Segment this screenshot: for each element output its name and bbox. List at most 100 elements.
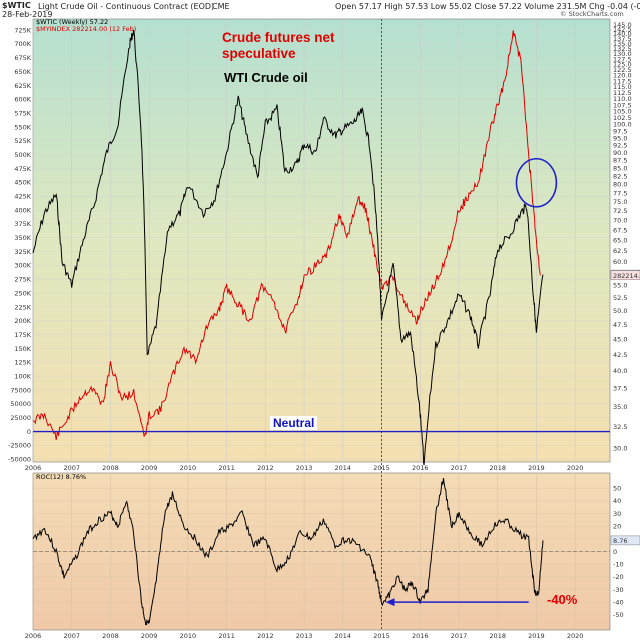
roc-x-tick-label: 2010 (180, 632, 197, 640)
roc-arrow-head (385, 598, 395, 607)
legend-price: $WTIC (Weekly) 57.22 (36, 18, 108, 26)
roc-axis-tick-label: -20 (613, 573, 624, 581)
chg-value: -0.04 (-0.07%) (607, 2, 640, 11)
low-label: Low (430, 2, 447, 11)
main-x-tick-label: 2008 (102, 464, 119, 472)
series-roc-line (32, 478, 544, 626)
roc-x-tick-label: 2020 (567, 632, 584, 640)
roc-axis-tick-label: -50 (613, 611, 624, 619)
roc-last-value-tag: 8.76 (610, 535, 640, 546)
legend-roc: ROC(12) 8.76% (36, 473, 86, 481)
right-axis-tick-label: 50.0 (613, 307, 627, 315)
ohlc-readout: Open 57.17 High 57.53 Low 55.02 Close 57… (335, 2, 640, 11)
left-axis-tick-label: 400K (14, 206, 31, 214)
right-axis-tick-label: 52.5 (613, 294, 627, 302)
roc-x-tick-label: 2016 (412, 632, 429, 640)
left-axis-tick-label: 425K (14, 193, 31, 201)
roc-axis-tick-label: 50 (613, 484, 621, 492)
roc-x-tick-label: 2012 (257, 632, 274, 640)
left-axis-tick-label: 675K (14, 54, 31, 62)
roc-x-tick-label: 2015 (373, 632, 390, 640)
roc-x-tick-label: 2019 (528, 632, 545, 640)
left-axis-tick-label: 25000 (10, 414, 31, 422)
left-axis-tick-label: 50000 (10, 400, 31, 408)
roc-x-tick-label: 2017 (451, 632, 468, 640)
right-axis-tick-label: 60.0 (613, 258, 627, 266)
main-x-tick-label: 2019 (528, 464, 545, 472)
volume-label: Volume (524, 2, 555, 11)
highlight-ellipse (515, 157, 558, 208)
left-axis-tick-label: 375K (14, 220, 31, 228)
roc-axis-tick-label: 30 (613, 510, 621, 518)
cot-last-value-tag: 282214.00 (610, 270, 640, 280)
roc-x-tick-label: 2014 (335, 632, 352, 640)
right-axis-tick-label: 97.5 (613, 128, 627, 136)
left-axis-tick-label: -50000 (8, 456, 31, 464)
low-value: 55.02 (449, 2, 472, 11)
right-axis-tick-label: 35.0 (613, 403, 627, 411)
right-axis-tick-label: 100.0 (613, 121, 632, 129)
right-axis-tick-label: 135.0 (613, 40, 632, 48)
right-axis-tick-label: 82.5 (613, 172, 627, 180)
main-x-tick-label: 2010 (180, 464, 197, 472)
close-value: 57.22 (498, 2, 522, 11)
roc-axis-tick-label: -30 (613, 586, 624, 594)
right-axis-tick-label: 85.0 (613, 164, 627, 172)
right-axis-tick-label: 55.0 (613, 282, 627, 290)
left-axis-tick-label: 100K (14, 372, 31, 380)
main-x-tick-label: 2018 (489, 464, 506, 472)
right-axis-tick-label: 65.0 (613, 237, 627, 245)
right-axis-tick-label: 62.5 (613, 247, 627, 255)
left-axis-tick-label: 125K (14, 359, 31, 367)
left-axis-tick-label: 575K (14, 109, 31, 117)
left-axis-tick-label: 600K (14, 96, 31, 104)
right-axis-tick-label: 80.0 (613, 181, 627, 189)
black-annotation: WTI Crude oil (224, 70, 308, 85)
main-x-tick-label: 2014 (335, 464, 352, 472)
right-axis-tick-label: 112.5 (613, 89, 632, 97)
right-axis-tick-label: 32.5 (613, 423, 627, 431)
open-label: Open (335, 2, 357, 11)
roc-x-tick-label: 2011 (218, 632, 235, 640)
right-axis-tick-label: 42.5 (613, 351, 627, 359)
roc-x-tick-label: 2013 (296, 632, 313, 640)
series-price-line (32, 29, 544, 466)
roc-x-tick-label: 2018 (489, 632, 506, 640)
right-axis-tick-label: 30.0 (613, 445, 627, 453)
roc-x-tick-label: 2006 (25, 632, 42, 640)
chart-date: 28-Feb-2019 (2, 10, 53, 19)
roc-x-tick-label: 2007 (63, 632, 80, 640)
left-axis-tick-label: 0 (27, 428, 31, 436)
left-axis-tick-label: 75000 (10, 386, 31, 394)
roc-x-tick-label: 2008 (102, 632, 119, 640)
left-axis-tick-label: 275K (14, 276, 31, 284)
left-axis-tick-label: 250K (14, 289, 31, 297)
right-axis-tick-label: 37.5 (613, 384, 627, 392)
right-axis-tick-label: 102.5 (613, 114, 632, 122)
right-axis-tick-label: 107.5 (613, 101, 632, 109)
left-axis-tick-label: 450K (14, 179, 31, 187)
chg-label: Chg (589, 2, 605, 11)
high-label: High (384, 2, 403, 11)
main-x-tick-label: 2009 (141, 464, 158, 472)
right-axis-tick-label: 120.0 (613, 72, 632, 80)
red-annotation: Crude futures net speculative (222, 30, 335, 61)
left-axis-tick-label: 550K (14, 123, 31, 131)
right-axis-tick-label: 87.5 (613, 157, 627, 165)
close-label: Close (474, 2, 497, 11)
main-panel-bg (32, 18, 611, 463)
right-axis-tick-label: 142.5 (613, 25, 632, 33)
left-axis-tick-label: 650K (14, 68, 31, 76)
right-axis-tick-label: 70.0 (613, 217, 627, 225)
left-axis-tick-label: 475K (14, 165, 31, 173)
roc-axis-tick-label: -40 (613, 598, 624, 606)
left-axis-tick-label: 625K (14, 82, 31, 90)
right-axis-tick-label: 140.0 (613, 30, 632, 38)
left-axis-tick-label: 200K (14, 317, 31, 325)
left-axis-tick-label: 725K (14, 26, 31, 34)
right-axis-tick-label: 77.5 (613, 189, 627, 197)
right-axis-tick-label: 95.0 (613, 135, 627, 143)
left-axis-tick-label: -25000 (8, 442, 31, 450)
roc-callout: -40% (547, 592, 578, 607)
